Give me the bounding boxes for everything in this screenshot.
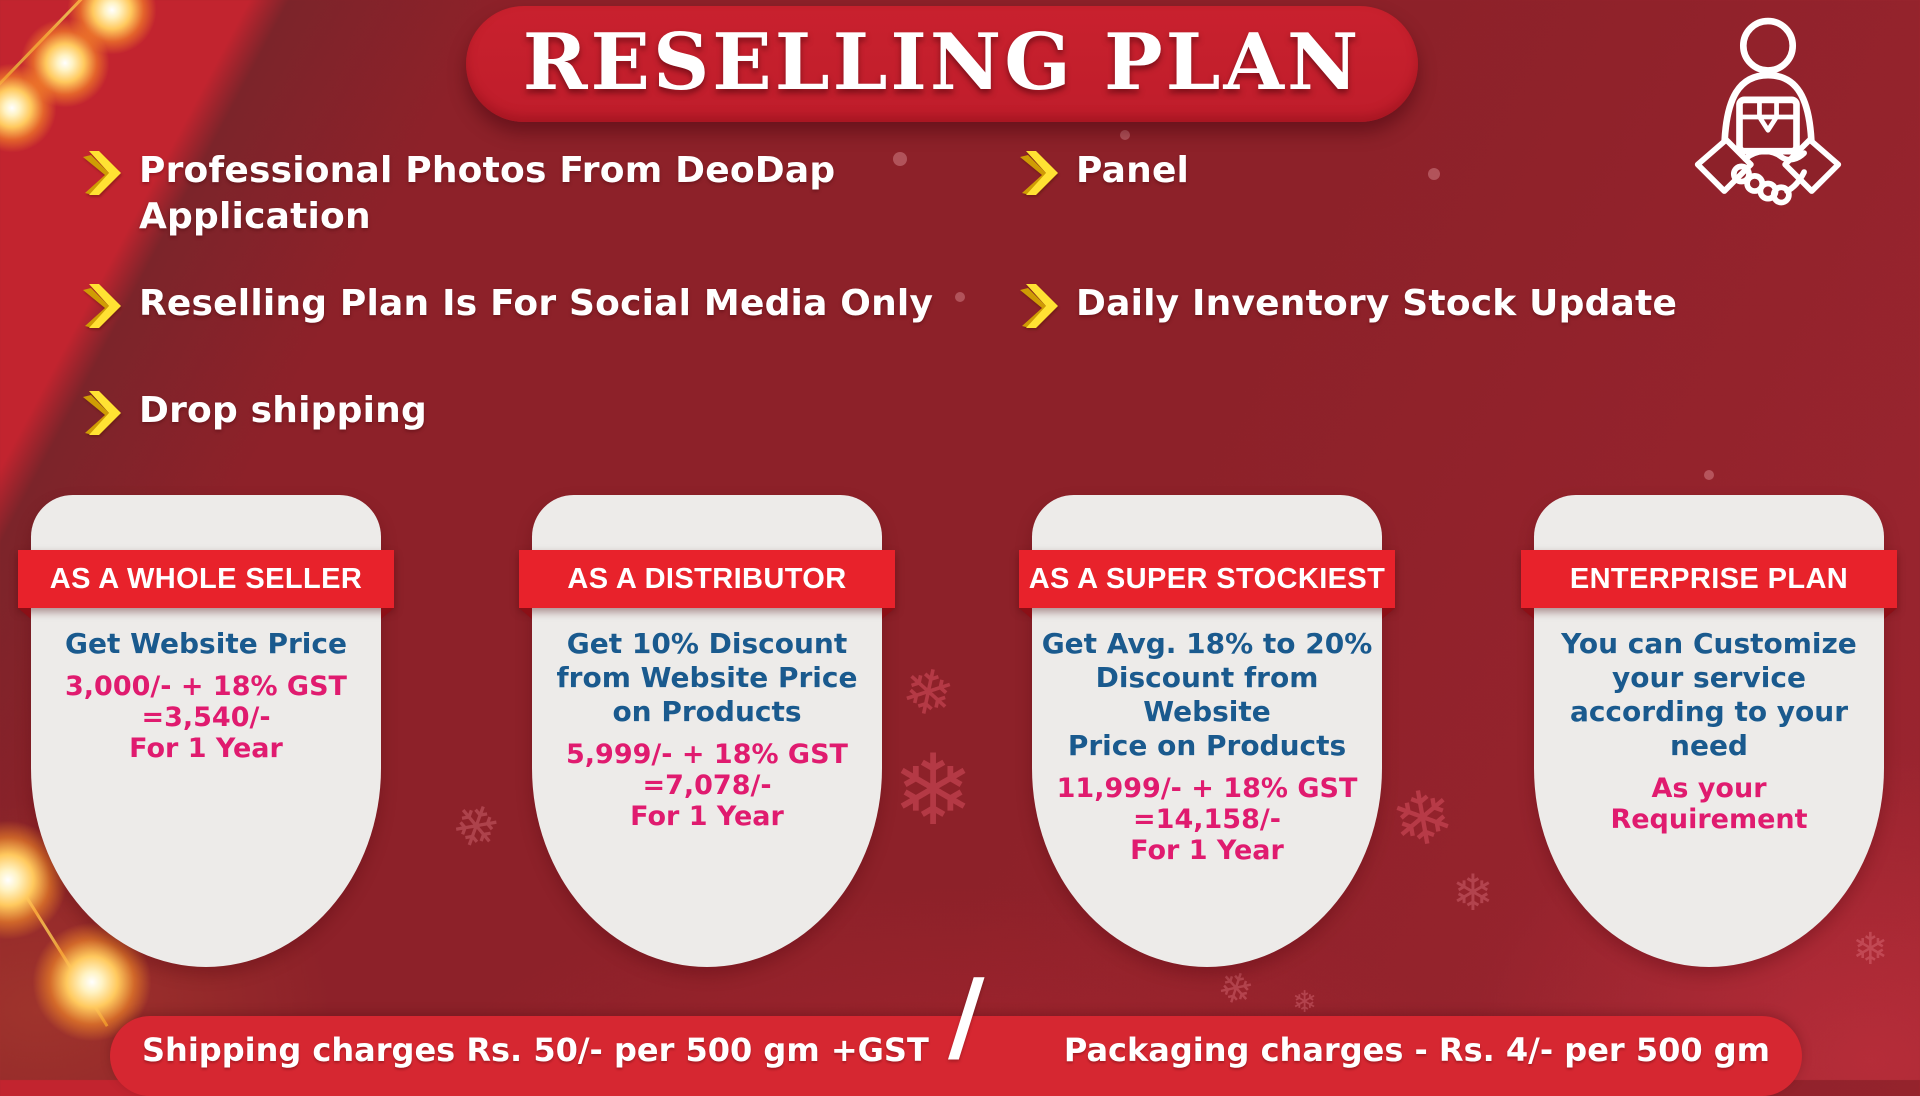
reseller-handshake-icon <box>1694 17 1842 206</box>
fairy-light <box>67 0 157 55</box>
plan-ribbon-distributor: AS A DISTRIBUTOR <box>519 550 895 619</box>
plan-pricing: As your Requirement <box>1610 773 1808 835</box>
feature-item-social-media: Reselling Plan Is For Social Media Only <box>83 281 933 328</box>
feature-label: Panel <box>1076 150 1190 191</box>
snowflake-icon: ❄ <box>892 734 975 848</box>
page-title: RESELLING PLAN <box>522 17 1362 108</box>
chevron-arrow-icon <box>1020 151 1058 195</box>
plan-ribbon-label: AS A WHOLE SELLER <box>49 562 363 595</box>
chevron-arrow-icon <box>83 391 121 435</box>
snowflake-icon: ❄ <box>442 788 509 867</box>
plan-description: Get Avg. 18% to 20% Discount from Websit… <box>1041 627 1373 762</box>
feature-item-panel: Panel <box>1020 148 1189 195</box>
bokeh-dot <box>1428 168 1440 180</box>
plan-ribbon-label: AS A DISTRIBUTOR <box>567 562 847 595</box>
plan-pricing: 3,000/- + 18% GST =3,540/- For 1 Year <box>65 671 347 764</box>
feature-label: Daily Inventory Stock Update <box>1076 283 1678 324</box>
plan-pricing: 11,999/- + 18% GST =14,158/- For 1 Year <box>1056 773 1358 866</box>
bokeh-dot <box>893 152 907 166</box>
fairy-light <box>0 63 57 153</box>
plan-ribbon-whole-seller: AS A WHOLE SELLER <box>18 550 394 619</box>
feature-item-photos: Professional Photos From DeoDap Applicat… <box>83 148 835 240</box>
chevron-arrow-icon <box>83 151 121 195</box>
plan-ribbon-label: ENTERPRISE PLAN <box>1569 562 1849 595</box>
snowflake-icon: ❄ <box>1452 864 1494 922</box>
plan-description: Get Website Price <box>65 627 347 660</box>
plan-ribbon-enterprise: ENTERPRISE PLAN <box>1521 550 1897 619</box>
feature-label: Reselling Plan Is For Social Media Only <box>139 283 934 324</box>
plan-description: Get 10% Discount from Website Price on P… <box>556 627 858 728</box>
fairy-light-string <box>0 0 111 108</box>
title-banner: RESELLING PLAN <box>466 6 1418 122</box>
fairy-light <box>20 18 110 108</box>
bokeh-dot <box>1120 130 1130 140</box>
bokeh-dot <box>1704 470 1714 480</box>
plan-ribbon-label: AS A SUPER STOCKIEST <box>1028 562 1386 595</box>
chevron-arrow-icon <box>83 284 121 328</box>
bokeh-dot <box>955 292 965 302</box>
plan-pricing: 5,999/- + 18% GST =7,078/- For 1 Year <box>566 739 848 832</box>
feature-item-dropshipping: Drop shipping <box>83 388 427 435</box>
snowflake-icon: ❄ <box>1292 985 1318 1020</box>
feature-item-inventory: Daily Inventory Stock Update <box>1020 281 1677 328</box>
snowflake-icon: ❄ <box>1852 924 1889 975</box>
feature-label: Drop shipping <box>139 390 427 431</box>
plan-description: You can Customize your service according… <box>1561 627 1857 762</box>
plan-ribbon-super-stockiest: AS A SUPER STOCKIEST <box>1019 550 1395 619</box>
snowflake-icon: ❄ <box>895 651 962 734</box>
packaging-charges-text: Packaging charges - Rs. 4/- per 500 gm <box>1063 1031 1770 1069</box>
feature-label: Professional Photos From DeoDap Applicat… <box>139 150 836 237</box>
shipping-charges-text: Shipping charges Rs. 50/- per 500 gm +GS… <box>142 1031 929 1069</box>
chevron-arrow-icon <box>1020 284 1058 328</box>
snowflake-icon: ❄ <box>1211 959 1261 1018</box>
snowflake-icon: ❄ <box>1385 771 1462 867</box>
separator-slash: / <box>948 957 985 1074</box>
